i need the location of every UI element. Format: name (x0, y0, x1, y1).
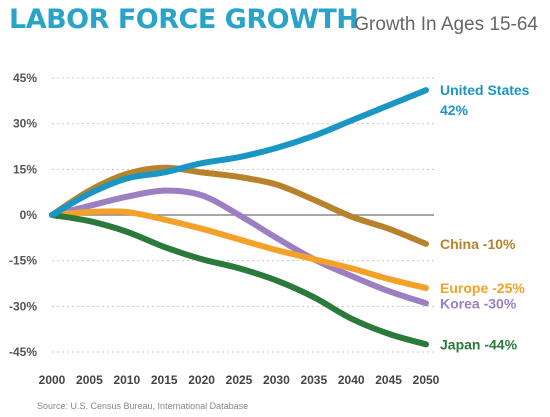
series-line-united-states (49, 87, 429, 218)
y-tick-label: 45% (13, 71, 37, 85)
x-tick-label: 2030 (263, 373, 290, 387)
series-end-label-europe: Europe -25% (440, 280, 525, 296)
x-tick-label: 2050 (413, 373, 440, 387)
y-tick-label: -15% (9, 254, 37, 268)
series-label-japan: Japan (440, 336, 484, 352)
y-tick-label: -45% (9, 345, 37, 359)
y-axis-ticks: 45% 30% 15% 0% -15% -30% -45% (9, 71, 37, 359)
x-tick-label: 2045 (375, 373, 402, 387)
series-line-japan (49, 212, 429, 348)
series-value-korea: -30% (484, 295, 517, 311)
series-value-japan: -44% (484, 336, 517, 352)
x-tick-label: 2020 (188, 373, 215, 387)
chart-title: LABOR FORCE GROWTH (9, 4, 359, 35)
x-tick-label: 2010 (113, 373, 140, 387)
series-lines (49, 87, 429, 348)
series-line-europe (49, 208, 429, 292)
source-note: Source: U.S. Census Bureau, Internationa… (37, 401, 248, 411)
series-value-united-states: 42% (440, 102, 469, 118)
x-tick-label: 2005 (76, 373, 103, 387)
series-value-europe: -25% (492, 280, 525, 296)
x-tick-label: 2000 (39, 373, 66, 387)
series-label-europe: Europe (440, 280, 492, 296)
y-tick-label: 30% (13, 117, 37, 131)
series-label-korea: Korea (440, 295, 484, 311)
y-tick-label: 15% (13, 162, 37, 176)
x-tick-label: 2040 (338, 373, 365, 387)
series-line-china (49, 164, 429, 247)
y-tick-label: 0% (20, 208, 38, 222)
x-tick-label: 2015 (151, 373, 178, 387)
y-tick-label: -30% (9, 299, 37, 313)
series-end-label-china: China -10% (440, 236, 516, 252)
series-end-label-japan: Japan -44% (440, 336, 518, 352)
x-tick-label: 2035 (300, 373, 327, 387)
series-label-united-states: United States (440, 82, 530, 98)
chart-subtitle: Growth In Ages 15-64 (354, 14, 538, 35)
series-line-korea (49, 187, 429, 307)
x-axis-ticks: 2000 2005 2010 2015 2020 2025 2030 2035 2040 2045… (39, 373, 440, 387)
series-value-china: -10% (483, 236, 516, 252)
series-end-label-korea: Korea -30% (440, 295, 517, 311)
series-label-china: China (440, 236, 483, 252)
x-tick-label: 2025 (226, 373, 253, 387)
